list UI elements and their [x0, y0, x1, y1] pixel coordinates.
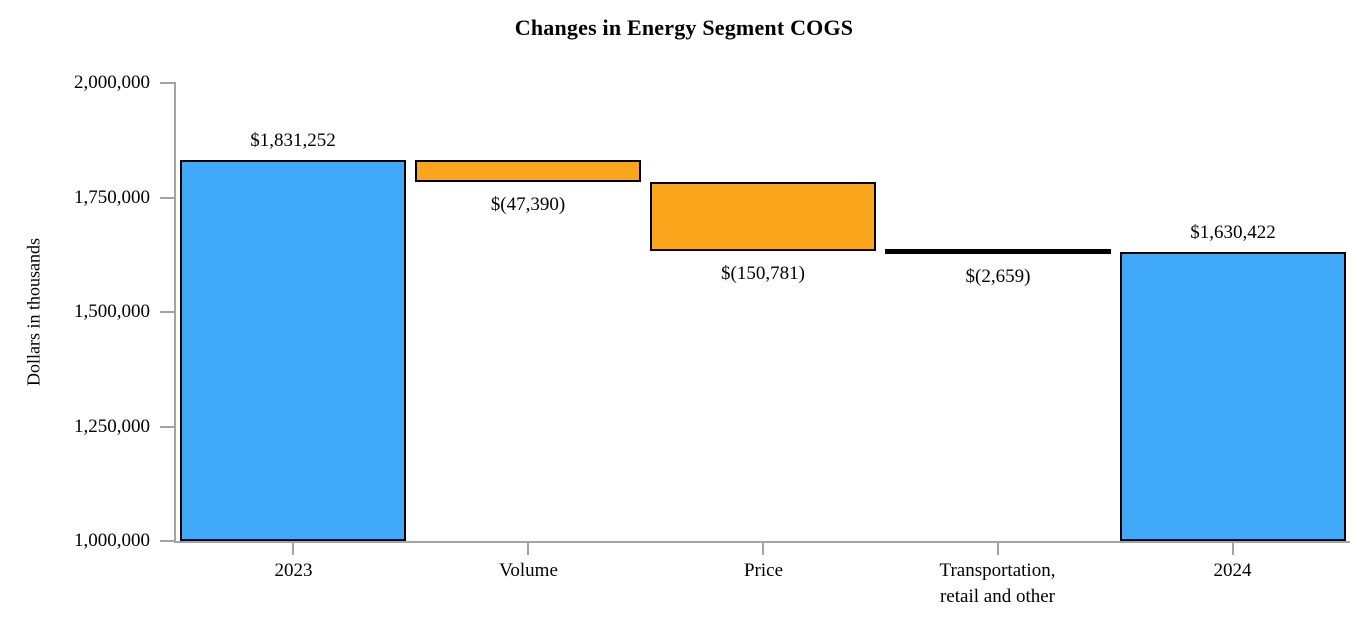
bar-volume: [415, 160, 641, 182]
bar-value-label: $(2,659): [965, 266, 1031, 287]
x-axis-tick: [762, 543, 764, 555]
x-axis-category-label: Price: [743, 560, 784, 581]
y-axis-tick-label: 1,000,000: [74, 530, 150, 551]
chart-title: Changes in Energy Segment COGS: [514, 15, 854, 40]
x-axis-category-label: Transportation, retail and other: [939, 560, 1056, 607]
x-axis-category-label: 2024: [1213, 560, 1252, 581]
x-axis-category-label: 2023: [274, 560, 313, 581]
bar-value-label: $1,831,252: [250, 130, 336, 151]
x-axis-category-label: Volume: [499, 560, 558, 581]
y-axis-tick-label: 1,500,000: [74, 301, 150, 322]
x-axis-tick: [527, 543, 529, 555]
y-axis-tick: [160, 82, 176, 84]
y-axis-tick-label: 1,250,000: [74, 416, 150, 437]
x-axis-tick: [1232, 543, 1234, 555]
bar-value-label: $(47,390): [490, 194, 566, 215]
x-axis-tick: [997, 543, 999, 555]
y-axis-tick: [160, 311, 176, 313]
x-axis-tick: [292, 543, 294, 555]
y-axis-tick: [160, 426, 176, 428]
bar-value-label: $(150,781): [721, 263, 805, 284]
bar-transportation-retail-and-other: [885, 249, 1111, 254]
y-axis-tick-label: 1,750,000: [74, 187, 150, 208]
y-axis-tick-label: 2,000,000: [74, 72, 150, 93]
y-axis-tick: [160, 540, 176, 542]
bar-2024: [1120, 252, 1346, 541]
bar-value-label: $1,630,422: [1190, 222, 1276, 243]
bar-2023: [180, 160, 406, 541]
bar-price: [650, 182, 876, 251]
plot-area: 2,000,000 1,750,000 1,500,000 1,250,000 1,00…: [74, 72, 1350, 607]
y-axis-tick: [160, 197, 176, 199]
